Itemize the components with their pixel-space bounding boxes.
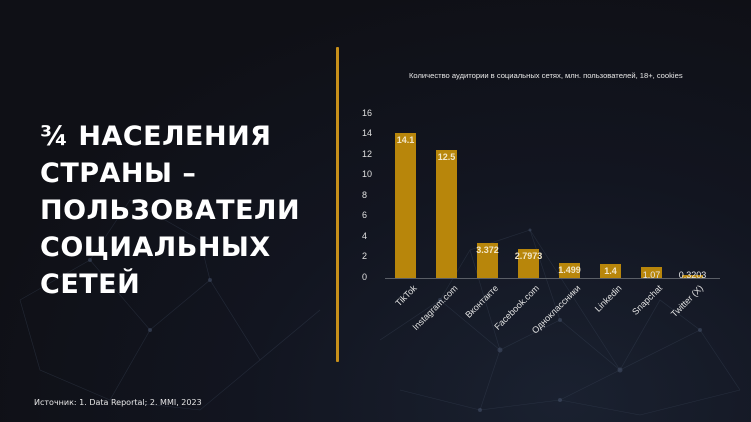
source-note: Источник: 1. Data Reportal; 2. MMI, 2023 xyxy=(34,398,202,407)
bar-value-label: 3.372 xyxy=(476,245,499,256)
x-axis-line xyxy=(385,278,720,279)
x-tick-label: Snapchat xyxy=(630,283,665,317)
headline-line: СЕТЕЙ xyxy=(40,269,141,300)
y-tick: 0 xyxy=(362,272,368,282)
bar xyxy=(518,249,539,278)
vertical-divider xyxy=(336,47,339,362)
y-tick: 4 xyxy=(362,231,368,241)
bar xyxy=(436,149,457,278)
x-tick-label: Twitter (X) xyxy=(669,283,706,320)
bar-value-label: 12.5 xyxy=(437,151,456,162)
y-tick: 10 xyxy=(362,169,373,179)
y-tick: 12 xyxy=(362,149,373,159)
bar-value-label: 0.3203 xyxy=(678,270,707,280)
bar-value-label: 2.7973 xyxy=(514,251,543,262)
headline-line: СТРАНЫ – xyxy=(40,158,197,189)
bar-value-label: 1.499 xyxy=(558,264,581,275)
bar xyxy=(600,263,621,278)
y-tick: 16 xyxy=(362,108,373,118)
slide-headline: ¾ НАСЕЛЕНИЯ СТРАНЫ – ПОЛЬЗОВАТЕЛИ СОЦИАЛ… xyxy=(40,118,300,303)
x-tick-label: Linkedin xyxy=(592,283,624,314)
headline-line: ¾ НАСЕЛЕНИЯ xyxy=(40,121,272,152)
x-tick-label: TikTok xyxy=(393,283,419,309)
x-tick-label: Вконтакте xyxy=(463,283,501,320)
bar xyxy=(559,262,580,278)
bar xyxy=(682,274,703,278)
bar-value-label: 1.4 xyxy=(604,265,617,276)
bar xyxy=(395,133,416,278)
bar xyxy=(477,243,498,278)
headline-line: ПОЛЬЗОВАТЕЛИ xyxy=(40,195,301,226)
y-tick: 6 xyxy=(362,210,368,220)
y-tick: 14 xyxy=(362,128,373,138)
chart-title: Количество аудитории в социальных сетях,… xyxy=(409,71,683,80)
bar-value-label: 14.1 xyxy=(396,135,415,146)
bar-value-label: 1.07 xyxy=(642,270,661,280)
y-tick: 2 xyxy=(362,251,368,261)
headline-line: СОЦИАЛЬНЫХ xyxy=(40,232,271,263)
y-tick: 8 xyxy=(362,190,368,200)
bar xyxy=(641,267,662,278)
